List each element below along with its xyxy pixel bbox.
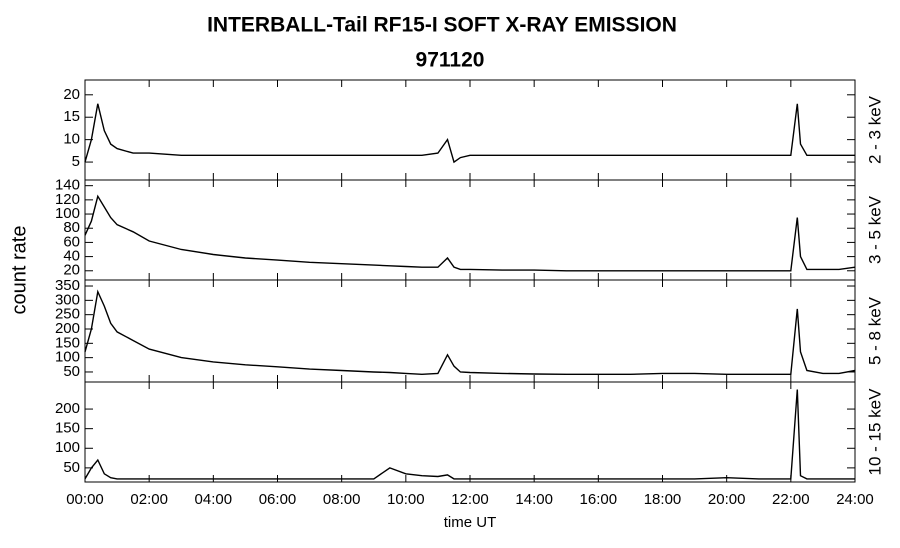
y-tick-label: 50 [63,459,80,476]
x-tick-label: 12:00 [451,491,489,508]
x-tick-label: 08:00 [323,491,361,508]
x-tick-label: 02:00 [130,491,168,508]
chart-title: INTERBALL-Tail RF15-I SOFT X-RAY EMISSIO… [207,14,677,37]
panel-label: 3 - 5 keV [865,195,884,264]
y-tick-label: 10 [63,131,80,148]
x-tick-label: 10:00 [387,491,425,508]
y-tick-label: 150 [55,334,80,351]
x-tick-label: 06:00 [259,491,297,508]
y-tick-label: 50 [63,363,80,380]
y-tick-label: 15 [63,108,80,125]
panel-frame [84,381,856,483]
y-tick-label: 80 [63,219,80,236]
x-tick-label: 14:00 [515,491,553,508]
x-tick-label: 04:00 [195,491,233,508]
y-tick-label: 350 [55,277,80,294]
y-tick-label: 100 [55,205,80,222]
y-tick-label: 150 [55,420,80,437]
series-line [84,194,856,272]
x-tick-label: 18:00 [644,491,682,508]
series-line [84,103,855,164]
x-tick-label: 24:00 [836,491,874,508]
y-tick-label: 5 [72,153,80,170]
chart-subtitle: 971120 [416,49,485,72]
panel-label: 5 - 8 keV [865,296,884,365]
y-tick-label: 250 [55,306,80,323]
y-axis-label: count rate [8,226,30,315]
x-tick-label: 00:00 [66,491,104,508]
y-tick-label: 20 [63,262,80,279]
panel-label: 10 - 15 keV [865,388,884,476]
y-tick-label: 140 [55,177,80,194]
y-tick-label: 100 [55,439,80,456]
y-tick-label: 40 [63,248,80,265]
panel-label: 2 - 3 keV [865,95,884,164]
panel-frame [84,79,856,181]
y-tick-label: 60 [63,233,80,250]
x-tick-label: 20:00 [708,491,746,508]
series-line [84,389,855,480]
x-tick-label: 22:00 [772,491,810,508]
y-tick-label: 100 [55,349,80,366]
x-axis-label: time UT [444,514,497,531]
y-tick-label: 200 [55,320,80,337]
y-tick-label: 300 [55,291,80,308]
panel-frame [84,279,856,383]
x-tick-label: 16:00 [580,491,618,508]
series-line [84,289,856,376]
y-tick-label: 120 [55,191,80,208]
panel-frame [84,179,856,281]
y-tick-label: 20 [63,86,80,103]
y-tick-label: 200 [55,400,80,417]
